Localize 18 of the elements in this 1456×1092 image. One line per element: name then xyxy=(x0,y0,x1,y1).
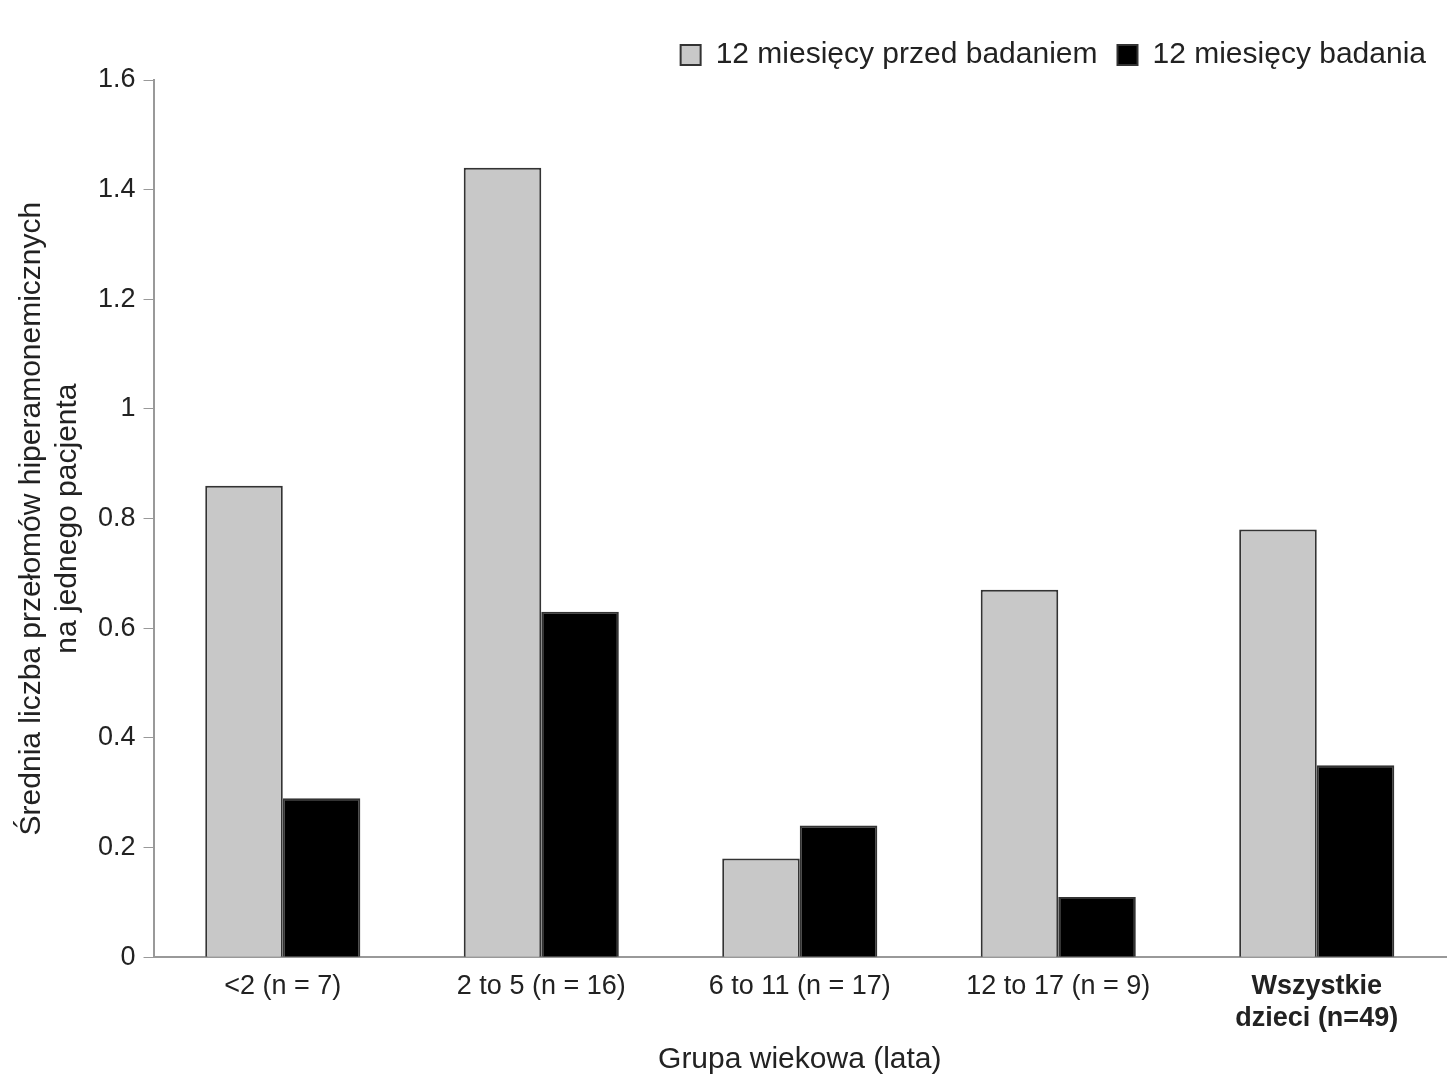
x-tick-label: 12 to 17 (n = 9) xyxy=(966,969,1151,1000)
y-tick-label: 0 xyxy=(120,940,136,971)
x-tick-label: <2 (n = 7) xyxy=(224,969,342,1000)
y-tick-label: 1.4 xyxy=(97,173,136,204)
x-tick-label: Wszystkie dzieci (n=49) xyxy=(1235,969,1399,1033)
y-tick-label: 0.8 xyxy=(97,502,136,533)
legend-label: 12 miesięcy przed badaniem xyxy=(715,36,1098,70)
y-axis-title: Średnia liczba przełomów hiperamonemicznych na jednego pacjenta xyxy=(13,201,83,836)
x-tick-label: 2 to 5 (n = 16) xyxy=(456,969,626,1000)
x-axis-title: Grupa wiekowa (lata) xyxy=(658,1041,942,1075)
y-tick-label: 0.4 xyxy=(97,721,136,752)
y-tick-label: 0.2 xyxy=(97,831,136,861)
y-tick-label: 1.6 xyxy=(97,63,136,94)
legend-label: 12 miesięcy badania xyxy=(1152,36,1427,70)
y-tick-label: 0.6 xyxy=(97,611,136,642)
x-tick-label: 6 to 11 (n = 17) xyxy=(708,969,891,1000)
y-tick-label: 1.2 xyxy=(97,282,136,313)
y-tick-label: 1 xyxy=(120,392,136,423)
